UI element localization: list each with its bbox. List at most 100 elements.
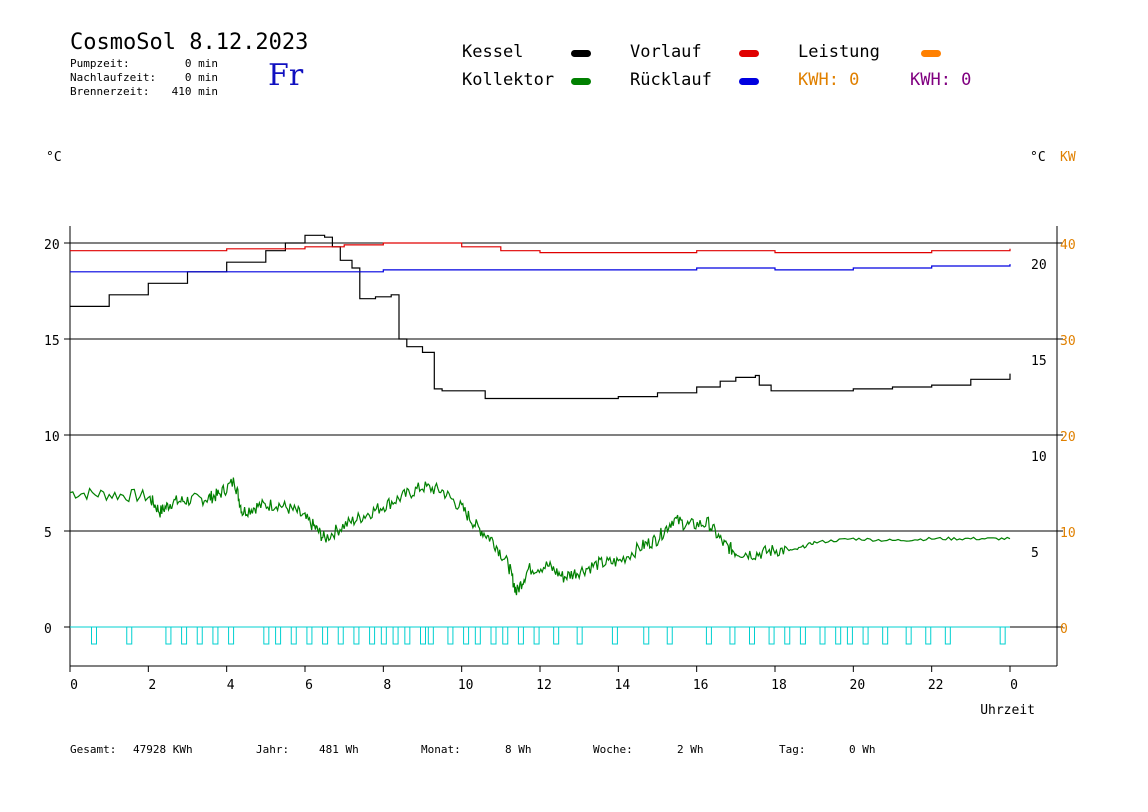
pump-label: Pumpzeit: [70,57,130,70]
legend-kwh-2: KWH: 0 [910,70,972,90]
pump-pulse [862,626,869,645]
pump-pulse [181,626,188,645]
pump-pulse [846,626,853,645]
y-tick-label-right-kw: 40 [1060,238,1076,253]
legend-leistung: Leistung [798,42,880,62]
pump-pulse [611,626,618,645]
legend-kessel: Kessel [462,42,524,62]
right-axis-unit-kw: KW [1060,150,1076,165]
pump-pulse [999,626,1006,645]
pump-pulse [353,626,360,645]
x-tick-label: 4 [227,678,235,693]
pump-value: 0 min [184,57,218,70]
pump-pulse [369,626,376,645]
pump-pulse [447,626,454,645]
pump-pulse [666,626,673,645]
y-tick-label-left: 20 [44,238,60,253]
y-tick-label-right-kw: 10 [1060,526,1076,541]
x-tick-label: 18 [771,678,787,693]
y-tick-label-left: 15 [44,334,60,349]
footer-woche-label: Woche: [593,743,633,756]
pump-pulse [925,626,932,645]
pump-pulse [784,626,791,645]
legend-kollektor: Kollektor [462,70,555,90]
pump-pulse [905,626,912,645]
right-axis-unit-c: °C [1030,150,1046,165]
legend-swatch-leistung [921,50,941,57]
y-tick-label-right-kw: 30 [1060,334,1076,349]
legend-swatch-ruecklauf [739,78,759,85]
pump-pulse [882,626,889,645]
pump-pulse [165,626,172,645]
pump-pulse [705,626,712,645]
y-tick-label-left: 0 [44,622,52,637]
y-tick-label-right-kw: 0 [1060,622,1068,637]
pump-pulse [835,626,842,645]
pump-pulse [404,626,411,645]
pump-pulse [576,626,583,645]
pump-pulse [768,626,775,645]
pump-pulse [306,626,313,645]
pump-pulse [126,626,133,645]
y-tick-label-right-c: 5 [1031,546,1039,561]
pump-pulse [799,626,806,645]
pump-pulse [290,626,297,645]
burner-label: Brennerzeit: [70,85,150,98]
legend-ruecklauf: Rücklauf [630,70,712,90]
x-axis-label: Uhrzeit [980,703,1035,718]
pump-pulse [819,626,826,645]
series-line-vorlauf [70,242,1011,254]
series-line-ruecklauf [70,264,1011,273]
pump-pulse [380,626,387,645]
pump-pulse [91,626,97,645]
footer-woche-value: 2 Wh [677,743,704,756]
x-tick-label: 8 [383,678,391,693]
footer-jahr-label: Jahr: [256,743,290,756]
series-line-kessel [70,234,1011,400]
pump-pulse [729,626,736,645]
pump-pulse [502,626,509,645]
footer-tag-value: 0 Wh [849,743,876,756]
footer-gesamt-value: 47928 KWh [133,743,193,756]
pump-pulse [533,626,540,645]
pump-pulse [196,626,203,645]
y-tick-label-right-kw: 20 [1060,430,1076,445]
legend-swatch-vorlauf [739,50,759,57]
footer-gesamt-label: Gesamt: [70,743,117,756]
y-tick-label-left: 5 [44,526,52,541]
pump-pulse [517,626,524,645]
x-tick-label: 2 [148,678,156,693]
series-line-kollektor [69,477,1011,596]
y-tick-label-right-c: 10 [1031,450,1047,465]
pump-pulse [490,626,497,645]
pump-pulse [275,626,282,645]
x-tick-label: 12 [536,678,552,693]
pump-pulse [553,626,560,645]
weekday: Fr [268,58,304,93]
pump-pulse [474,626,481,645]
legend-swatch-kessel [571,50,591,57]
legend-vorlauf: Vorlauf [630,42,702,62]
footer-monat-label: Monat: [421,743,461,756]
pump-pulse [392,626,399,645]
pump-pulse [420,626,426,645]
pump-pulse [322,626,329,645]
x-tick-label: 22 [928,678,944,693]
pump-pulse [263,626,270,645]
pump-pulse [463,626,470,645]
x-tick-label: 14 [615,678,631,693]
pump-pulse [749,626,755,645]
x-tick-label: 16 [693,678,709,693]
footer-monat-value: 8 Wh [505,743,532,756]
after-value: 0 min [184,71,218,84]
pump-pulse [212,626,219,645]
x-tick-label: 10 [458,678,474,693]
footer-tag-label: Tag: [779,743,806,756]
pump-pulse [643,626,650,645]
page-title: CosmoSol 8.12.2023 [70,30,309,55]
legend-swatch-kollektor [571,78,591,85]
pump-pulse [337,626,344,645]
after-label: Nachlaufzeit: [70,71,157,84]
x-tick-label: 20 [850,678,866,693]
